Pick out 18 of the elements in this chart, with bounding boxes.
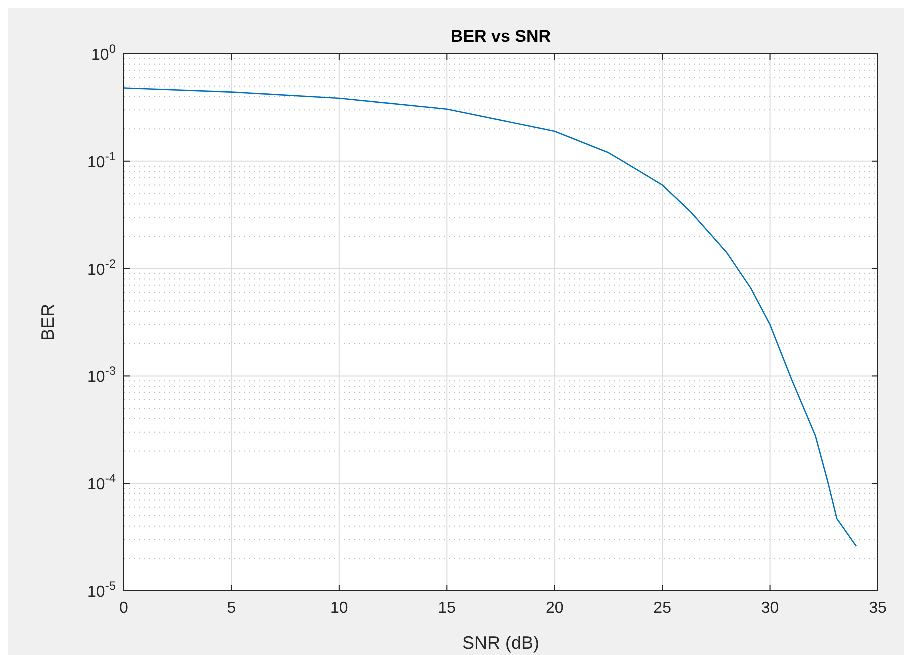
y-tick-label: 10$^{-4}$	[88, 472, 116, 494]
x-tick-label: 5	[227, 600, 236, 617]
y-tick-label: 10$^{-3}$	[88, 364, 116, 386]
x-tick-label: 0	[120, 600, 129, 617]
y-tick-label: 10$^{-5}$	[88, 579, 116, 601]
chart-title: BER vs SNR	[450, 27, 552, 46]
x-tick-label: 20	[546, 600, 564, 617]
y-tick-label: 10$^{0}$	[92, 42, 116, 64]
y-axis-title: BER	[38, 304, 58, 342]
x-tick-label: 15	[438, 600, 456, 617]
x-tick-label: 25	[654, 600, 672, 617]
line-series	[123, 88, 858, 548]
x-tick-label: 10	[330, 600, 348, 617]
x-axis-title: SNR (dB)	[462, 633, 540, 653]
x-tick-label: 30	[761, 600, 780, 617]
x-tick-label: 35	[869, 600, 887, 617]
y-tick-label: 10$^{-1}$	[88, 149, 116, 172]
y-tick-label: 10$^{-2}$	[88, 256, 116, 279]
